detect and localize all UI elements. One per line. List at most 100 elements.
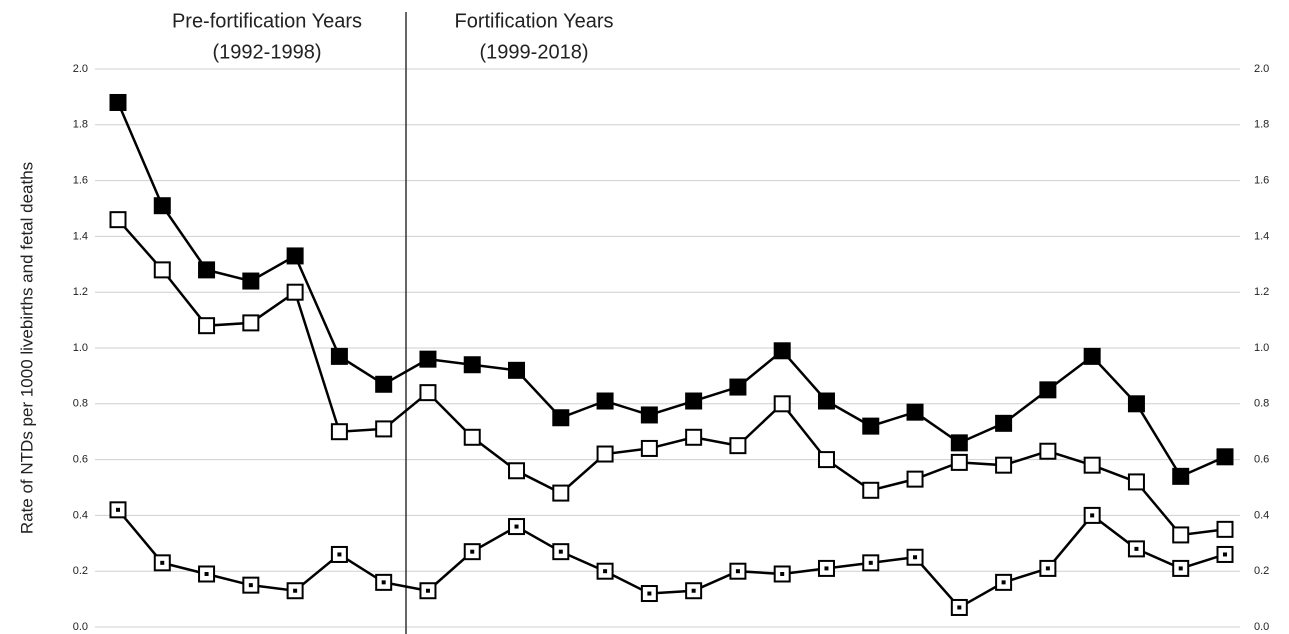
y-tick-label: 1.6: [73, 175, 88, 187]
annotation: Fortification Years: [455, 10, 614, 32]
marker-dot: [204, 571, 209, 576]
marker: [1083, 347, 1101, 365]
marker-dot: [425, 588, 430, 593]
marker: [419, 384, 437, 402]
y2-tick-label: 1.6: [1254, 175, 1269, 187]
marker: [508, 462, 526, 480]
marker-dot: [824, 566, 829, 571]
marker: [773, 395, 791, 413]
marker: [419, 350, 437, 368]
marker-dot: [1090, 513, 1095, 518]
marker-dot: [116, 507, 120, 512]
y2-tick-label: 2.0: [1254, 63, 1269, 75]
marker-dot: [735, 569, 740, 574]
marker: [596, 392, 614, 410]
marker: [729, 378, 747, 396]
marker: [242, 272, 260, 290]
marker: [463, 428, 481, 446]
marker: [1083, 456, 1101, 474]
y-tick-label: 1.8: [73, 119, 88, 131]
marker: [463, 356, 481, 374]
marker-dot: [780, 571, 785, 576]
marker: [198, 317, 216, 335]
marker: [109, 211, 127, 229]
y-tick-label: 0.8: [73, 398, 88, 410]
marker: [640, 439, 658, 457]
marker: [995, 456, 1013, 474]
annotation: Pre-fortification Years: [172, 10, 362, 32]
marker: [1039, 381, 1057, 399]
marker-dot: [337, 552, 342, 557]
marker: [1216, 448, 1234, 466]
marker: [729, 437, 747, 455]
marker: [862, 481, 880, 499]
y2-tick-label: 1.8: [1254, 119, 1269, 131]
marker: [552, 484, 570, 502]
marker: [1172, 526, 1190, 544]
annotation: (1999-2018): [480, 41, 589, 63]
marker-dot: [868, 560, 873, 565]
series-line: [117, 218, 1226, 537]
y-tick-label: 0.6: [73, 454, 88, 466]
marker: [1039, 442, 1057, 460]
y-tick-label: 1.0: [73, 342, 88, 354]
marker: [242, 314, 260, 332]
marker-dot: [160, 560, 165, 565]
marker: [950, 434, 968, 452]
marker-dot: [514, 524, 519, 529]
y-tick-label: 2.0: [73, 63, 88, 75]
marker-dot: [248, 583, 253, 588]
marker: [596, 445, 614, 463]
marker: [330, 347, 348, 365]
y-axis-label: Rate of NTDs per 1000 livebirths and fet…: [17, 162, 36, 534]
marker: [1127, 395, 1145, 413]
y2-tick-label: 1.2: [1254, 286, 1269, 298]
marker: [906, 403, 924, 421]
marker: [109, 93, 127, 111]
marker: [817, 451, 835, 469]
marker: [1127, 473, 1145, 491]
marker-dot: [1134, 546, 1139, 551]
marker-dot: [381, 580, 386, 585]
marker: [286, 247, 304, 265]
marker: [906, 470, 924, 488]
marker: [1172, 467, 1190, 485]
y-tick-label: 0.0: [73, 621, 88, 633]
marker-dot: [470, 549, 475, 554]
marker-dot: [1178, 566, 1183, 571]
y2-tick-label: 1.4: [1254, 230, 1269, 242]
marker: [198, 261, 216, 279]
marker: [286, 283, 304, 301]
y2-tick-label: 0.6: [1254, 454, 1269, 466]
series-line: [117, 509, 1226, 610]
y2-tick-label: 0.2: [1254, 565, 1269, 577]
marker: [862, 417, 880, 435]
series-line: [116, 101, 1226, 478]
marker-dot: [1001, 580, 1006, 585]
marker-dot: [957, 605, 962, 610]
marker-dot: [1223, 552, 1227, 557]
marker: [375, 420, 393, 438]
marker: [330, 423, 348, 441]
y2-tick-label: 1.0: [1254, 342, 1269, 354]
marker: [817, 392, 835, 410]
y-tick-label: 1.4: [73, 230, 88, 242]
marker: [995, 414, 1013, 432]
y2-tick-label: 0.8: [1254, 398, 1269, 410]
marker-dot: [647, 591, 652, 596]
marker-dot: [603, 569, 608, 574]
annotation: (1992-1998): [213, 41, 322, 63]
marker: [773, 342, 791, 360]
y-tick-label: 0.2: [73, 565, 88, 577]
y-tick-label: 0.4: [73, 509, 88, 521]
marker-dot: [558, 549, 563, 554]
marker: [508, 361, 526, 379]
marker: [552, 409, 570, 427]
marker-dot: [293, 588, 298, 593]
marker: [950, 453, 968, 471]
marker: [153, 197, 171, 215]
marker: [685, 392, 703, 410]
marker: [640, 406, 658, 424]
